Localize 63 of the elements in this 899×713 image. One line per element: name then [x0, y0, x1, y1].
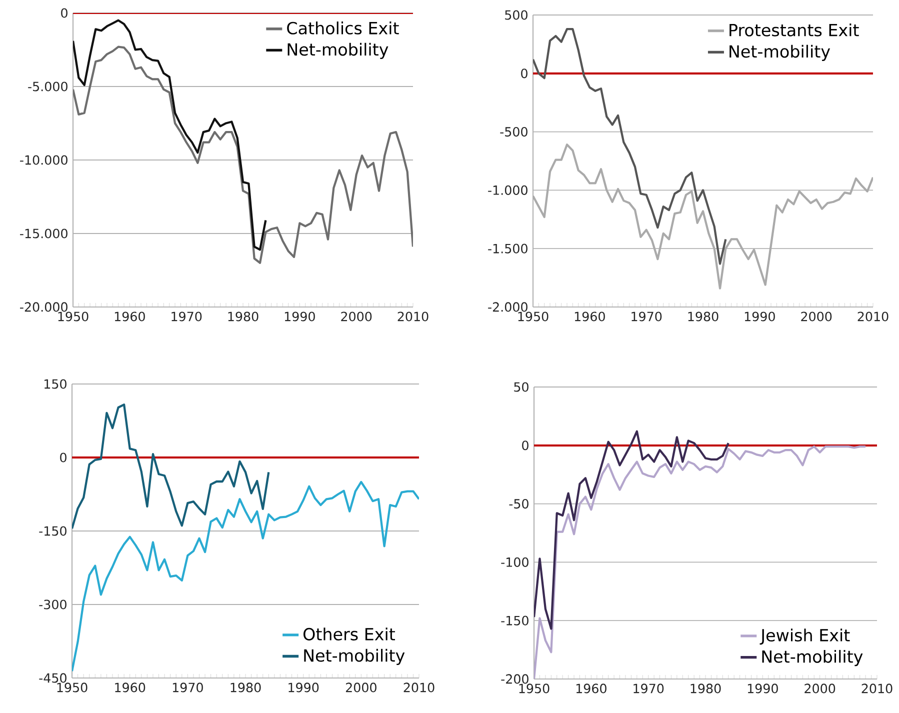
y-tick-label: -5.000 — [28, 82, 68, 92]
line-series — [72, 480, 420, 672]
y-tick-label: -50 — [509, 498, 528, 509]
x-tick-label: 1960 — [576, 684, 606, 694]
y-tick-label: -300 — [39, 600, 66, 610]
y-tick-label: -1.000 — [488, 185, 528, 195]
legend-label: Net-mobility — [304, 648, 405, 666]
x-tick-label: 1980 — [690, 684, 721, 694]
y-tick-label: -2.000 — [488, 302, 528, 312]
y-tick-label: -1.500 — [488, 244, 528, 254]
y-tick-label: -500 — [500, 126, 528, 137]
x-tick-label: 1990 — [748, 684, 778, 694]
x-tick-label: 1980 — [228, 312, 258, 322]
x-tick-label: 1950 — [519, 684, 550, 694]
line-series — [73, 19, 267, 251]
x-tick-label: 1960 — [574, 312, 605, 322]
x-tick-label: 2000 — [346, 682, 376, 692]
y-tick-label: -150 — [39, 526, 66, 536]
x-tick-label: 1960 — [115, 682, 146, 692]
y-tick-label: -15.000 — [20, 228, 68, 238]
y-tick-label: -150 — [501, 616, 528, 626]
x-tick-label: 2000 — [804, 684, 836, 694]
x-tick-label: 1970 — [172, 682, 203, 692]
y-tick-label: 50 — [514, 382, 528, 392]
x-tick-label: 2000 — [341, 312, 372, 322]
x-tick-label: 1960 — [114, 312, 145, 322]
x-tick-label: 1990 — [284, 312, 315, 322]
y-tick-label: 0 — [61, 8, 68, 18]
x-tick-label: 1970 — [634, 684, 664, 694]
x-tick-label: 1980 — [230, 682, 261, 692]
y-tick-label: -100 — [501, 557, 528, 567]
legend-label: Catholics Exit — [287, 22, 399, 34]
x-tick-label: 2010 — [862, 684, 892, 694]
line-series — [534, 430, 730, 630]
legend-label: Net-mobility — [288, 42, 388, 59]
legend-label: Others Exit — [304, 628, 395, 640]
x-tick-label: 1950 — [518, 312, 548, 322]
x-tick-label: 1990 — [288, 682, 319, 692]
line-series — [533, 28, 727, 265]
y-tick-label: -450 — [39, 673, 66, 683]
x-tick-label: 1980 — [688, 312, 718, 322]
x-tick-label: 2010 — [404, 682, 434, 692]
legend-label: Net-mobility — [762, 650, 863, 666]
y-tick-label: 150 — [44, 379, 66, 389]
x-tick-label: 1950 — [57, 682, 88, 692]
legend-label: Jewish Exit — [760, 628, 850, 645]
y-tick-label: 0 — [60, 452, 66, 462]
y-tick-label: 0 — [522, 440, 528, 450]
legend-label: Net-mobility — [730, 44, 830, 61]
x-tick-label: 1970 — [632, 312, 662, 322]
y-tick-label: -20.000 — [20, 302, 68, 312]
x-tick-label: 2010 — [398, 312, 428, 322]
y-tick-label: -10.000 — [20, 155, 68, 165]
x-tick-label: 1970 — [172, 312, 202, 322]
y-tick-label: 500 — [505, 10, 528, 20]
x-tick-label: 2000 — [801, 312, 832, 322]
x-tick-label: 2010 — [858, 312, 888, 322]
y-tick-label: -200 — [501, 674, 528, 684]
line-series — [72, 404, 270, 530]
x-tick-label: 1990 — [744, 312, 775, 322]
y-tick-label: 0 — [521, 68, 528, 78]
x-tick-label: 1950 — [58, 312, 88, 322]
legend-label: Protestants Exit — [730, 24, 859, 36]
